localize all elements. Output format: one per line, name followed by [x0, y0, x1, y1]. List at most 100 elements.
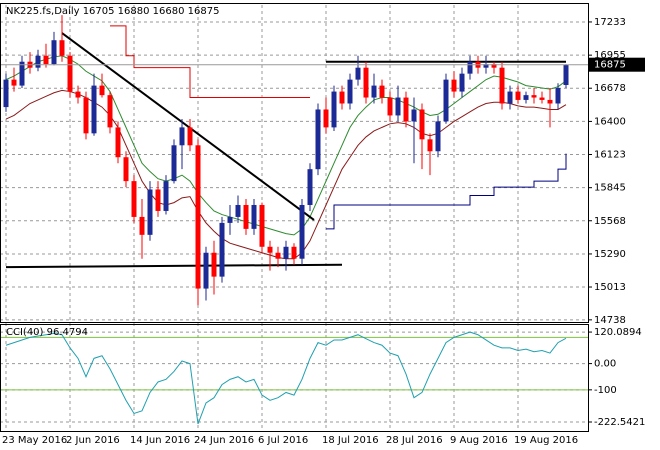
- candle-body: [219, 222, 225, 277]
- candle-body: [275, 252, 281, 259]
- candle-body: [291, 246, 297, 259]
- candle-body: [419, 109, 425, 140]
- y-tick-label: 15290: [594, 249, 626, 260]
- candle-body: [211, 252, 217, 277]
- candle-body: [323, 109, 329, 128]
- candle-body: [83, 97, 89, 134]
- chart-title: NK225.fs,Daily 16705 16880 16680 16875: [6, 6, 219, 17]
- candle-body: [339, 91, 345, 104]
- candle-body: [107, 95, 113, 128]
- candle-body: [555, 87, 561, 104]
- x-tick-label: 24 Jun 2016: [194, 435, 254, 446]
- candle-body: [227, 216, 233, 223]
- candle-body: [195, 145, 201, 289]
- candle-body: [171, 145, 177, 182]
- candle-body: [331, 91, 337, 128]
- x-tick-label: 23 May 2016: [2, 435, 67, 446]
- candle-body: [523, 95, 529, 100]
- y-tick-label: 14738: [594, 315, 626, 326]
- candle-body: [235, 204, 241, 217]
- y-tick-label: 15013: [594, 282, 626, 293]
- y-tick-label: 16400: [594, 116, 626, 127]
- y-tick-label: -222.5421: [594, 417, 645, 428]
- candle-body: [435, 121, 441, 152]
- candle-body: [459, 73, 465, 92]
- candle-body: [531, 95, 537, 98]
- y-tick-label: 0.00: [594, 359, 616, 370]
- candle-body: [467, 61, 473, 74]
- candle-body: [411, 109, 417, 122]
- y-tick-label: 16955: [594, 50, 626, 61]
- overlay-line: [326, 153, 567, 230]
- candle-body: [267, 246, 273, 253]
- candle-body: [75, 91, 81, 98]
- overlay-line: [110, 25, 310, 99]
- cci-title: CCI(40) 96.4794: [6, 327, 88, 338]
- candle-body: [163, 181, 169, 211]
- candle-body: [11, 79, 17, 86]
- candle-body: [35, 55, 41, 68]
- candle-body: [139, 216, 145, 235]
- candle-body: [3, 79, 9, 108]
- candle-body: [355, 67, 361, 80]
- candle-body: [19, 61, 25, 86]
- candle-body: [315, 109, 321, 170]
- y-tick-label: 15845: [594, 183, 626, 194]
- candle-body: [427, 139, 433, 152]
- candle-body: [307, 169, 313, 205]
- candle-body: [155, 189, 161, 211]
- cci-frame: [0, 324, 589, 432]
- candle-body: [451, 79, 457, 92]
- overlay-line: [5, 55, 567, 236]
- candle-body: [131, 181, 137, 217]
- main-frame: [0, 3, 589, 323]
- candle-body: [91, 85, 97, 134]
- candle-body: [547, 99, 553, 104]
- candle-body: [563, 64, 569, 85]
- candle-body: [443, 79, 449, 122]
- x-tick-label: 19 Aug 2016: [514, 435, 578, 446]
- y-tick-label: 16123: [594, 149, 626, 160]
- candle-body: [507, 91, 513, 104]
- x-tick-label: 2 Jun 2016: [66, 435, 120, 446]
- plot-layer: [0, 5, 588, 430]
- y-tick-label: 16678: [594, 83, 626, 94]
- candle-body: [299, 204, 305, 259]
- candle-body: [259, 204, 265, 247]
- candle-body: [59, 40, 65, 56]
- last-price-box: [589, 57, 645, 72]
- candle-body: [43, 55, 49, 65]
- candle-body: [347, 79, 353, 104]
- cci-line: [5, 331, 567, 425]
- candle-body: [179, 127, 185, 146]
- candle-body: [123, 157, 129, 182]
- candle-body: [395, 97, 401, 116]
- x-tick-label: 6 Jul 2016: [258, 435, 308, 446]
- x-tick-label: 18 Jul 2016: [322, 435, 379, 446]
- candle-body: [539, 97, 545, 100]
- candle-body: [187, 127, 193, 146]
- candle-body: [371, 85, 377, 98]
- x-tick-label: 9 Aug 2016: [450, 435, 508, 446]
- candle-body: [499, 67, 505, 104]
- y-tick-label: -100: [594, 385, 617, 396]
- candle-body: [243, 204, 249, 229]
- x-tick-label: 28 Jul 2016: [386, 435, 443, 446]
- x-tick-label: 14 Jun 2016: [130, 435, 190, 446]
- candle-body: [99, 85, 105, 96]
- candle-body: [203, 252, 209, 289]
- candle-body: [403, 97, 409, 122]
- candle-body: [387, 97, 393, 116]
- y-tick-label: 15568: [594, 216, 626, 227]
- y-tick-label: 17233: [594, 17, 626, 28]
- candle-body: [251, 204, 257, 229]
- candle-body: [115, 127, 121, 158]
- candle-body: [67, 55, 73, 92]
- y-tick-label: 120.0894: [594, 327, 642, 338]
- candle-body: [379, 85, 385, 98]
- candle-body: [363, 67, 369, 98]
- candle-body: [515, 91, 521, 100]
